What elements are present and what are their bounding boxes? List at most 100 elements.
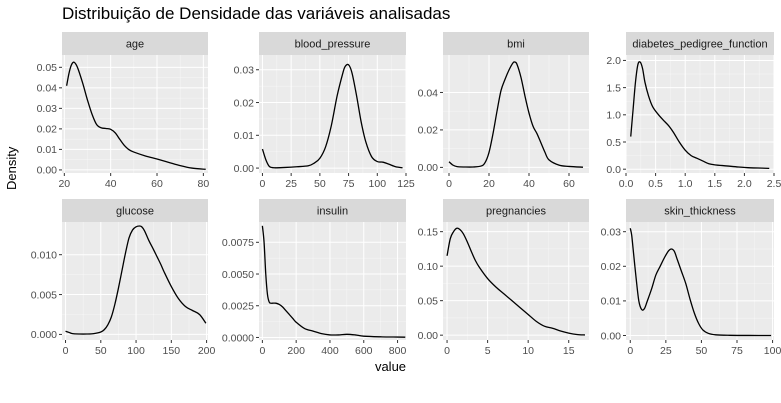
facet-panel: blood_pressure 0 25 50 75 100 125 0.00 0.01 0.02 0…: [234, 32, 415, 190]
x-tick-label: 1.0: [678, 178, 693, 190]
x-tick-label: 25: [285, 178, 297, 190]
y-tick-label: 0.00: [234, 163, 255, 175]
x-tick-label: 200: [198, 345, 216, 357]
density-line-blood-pressure: [261, 63, 403, 169]
x-tick-label: 25: [660, 345, 672, 357]
x-tick-label: 2.5: [767, 178, 781, 190]
facet-strip-label: bmi: [507, 39, 525, 51]
x-tick-label: 5: [485, 345, 491, 357]
facet-strip: [443, 199, 589, 222]
y-tick-label: 0.05: [37, 62, 58, 74]
y-tick-label: 1.0: [606, 110, 621, 122]
density-line-bmi: [448, 61, 584, 168]
panel-background: [62, 55, 208, 173]
panel-background: [443, 55, 589, 173]
x-tick-label: 0: [259, 345, 265, 357]
x-tick-label: 125: [397, 178, 415, 190]
facet-strip-label: blood_pressure: [295, 39, 371, 51]
density-line-diabetes-pedigree-function: [630, 61, 770, 170]
y-tick-label: 0.0025: [222, 301, 254, 313]
x-tick-label: 0: [260, 178, 266, 190]
y-tick-label: 0.03: [601, 226, 622, 238]
x-tick-label: 75: [343, 178, 355, 190]
facet-panel: diabetes_pedigree_function 0.0 0.5 1.0 1.5 2.…: [606, 32, 781, 190]
y-tick-label: 0.02: [234, 97, 255, 109]
x-tick-label: 20: [483, 178, 495, 190]
y-tick-label: 0.03: [37, 103, 58, 115]
facet-panel: bmi 0 20 40 60 0.00 0.02 0.04: [418, 32, 589, 190]
x-tick-label: 75: [731, 345, 743, 357]
y-tick-label: 0.04: [37, 83, 58, 95]
x-tick-label: 60: [151, 178, 163, 190]
facet-strip: [62, 199, 208, 222]
facet-strip: [259, 32, 406, 55]
density-line-age: [65, 61, 206, 170]
x-tick-label: 0: [446, 178, 452, 190]
facet-strip: [259, 199, 406, 222]
x-tick-label: 60: [563, 178, 575, 190]
x-tick-label: 800: [389, 345, 407, 357]
facet-strip: [626, 199, 774, 222]
y-tick-label: 0.0075: [222, 237, 254, 249]
y-tick-label: 0.05: [418, 295, 439, 307]
y-tick-label: 0.02: [601, 261, 622, 273]
y-tick-label: 0.00: [601, 330, 622, 342]
y-tick-label: 0.0050: [222, 269, 254, 281]
x-tick-label: 80: [198, 178, 210, 190]
facet-panel: pregnancies 0 5 10 15 0.00 0.05 0.10 0.15: [418, 199, 589, 357]
y-tick-label: 0.01: [37, 144, 58, 156]
x-tick-label: 2.0: [737, 178, 752, 190]
y-tick-label: 0.15: [418, 226, 439, 238]
facet-strip: [626, 32, 774, 55]
facet-strip: [443, 32, 589, 55]
facet-panel: age 20 40 60 80 0.00 0.01 0.02 0.03 0.04 0.05: [37, 32, 210, 190]
facet-panel: skin_thickness 0 25 50 75 100 0.00 0.01 0.02 0.03: [601, 199, 781, 357]
y-tick-label: 0.005: [31, 289, 57, 301]
density-line-insulin: [261, 225, 406, 338]
y-tick-label: 0.000: [31, 329, 57, 341]
panel-background: [62, 222, 208, 340]
x-tick-label: 15: [563, 345, 575, 357]
y-tick-label: 0.04: [418, 87, 439, 99]
chart-title: Distribuição de Densidade das variáveis …: [62, 4, 451, 23]
y-tick-label: 0.01: [234, 130, 255, 142]
x-tick-label: 10: [522, 345, 534, 357]
facet-strip-label: age: [126, 39, 144, 51]
panel-background: [443, 222, 589, 340]
facet-strip-label: diabetes_pedigree_function: [632, 39, 767, 51]
x-tick-label: 100: [127, 345, 145, 357]
x-tick-label: 50: [696, 345, 708, 357]
x-tick-label: 150: [163, 345, 181, 357]
facet-panel: insulin 0 200 400 600 800 0.0000 0.0025 0.0050 0.…: [222, 199, 407, 357]
y-tick-label: 2.0: [606, 55, 621, 67]
y-tick-label: 0.01: [601, 296, 622, 308]
x-tick-label: 40: [105, 178, 117, 190]
facet-strip-label: glucose: [116, 206, 154, 218]
x-tick-label: 200: [287, 345, 305, 357]
y-tick-label: 0.010: [31, 249, 57, 261]
facet-strip: [62, 32, 208, 55]
y-tick-label: 0.03: [234, 65, 255, 77]
density-line-pregnancies: [446, 227, 585, 336]
x-tick-label: 100: [369, 178, 387, 190]
x-tick-label: 400: [321, 345, 339, 357]
x-tick-label: 0: [63, 345, 69, 357]
x-axis-label: value: [374, 359, 407, 374]
facet-panel: glucose 0 50 100 150 200 0.000 0.005 0.010: [31, 199, 216, 357]
panel-background: [626, 222, 774, 340]
panel-background: [259, 55, 406, 173]
y-tick-label: 0.5: [606, 137, 621, 149]
x-tick-label: 0: [627, 345, 633, 357]
x-tick-label: 40: [523, 178, 535, 190]
x-tick-label: 50: [95, 345, 107, 357]
x-tick-label: 100: [764, 345, 781, 357]
y-tick-label: 0.0: [606, 164, 621, 176]
facet-strip-label: skin_thickness: [664, 206, 736, 218]
x-tick-label: 600: [355, 345, 373, 357]
y-tick-label: 0.02: [418, 125, 439, 137]
facet-strip-label: pregnancies: [486, 206, 546, 218]
x-tick-label: 0.0: [619, 178, 634, 190]
y-tick-label: 0.00: [418, 162, 439, 174]
y-tick-label: 1.5: [606, 82, 621, 94]
y-tick-label: 0.00: [37, 165, 58, 177]
